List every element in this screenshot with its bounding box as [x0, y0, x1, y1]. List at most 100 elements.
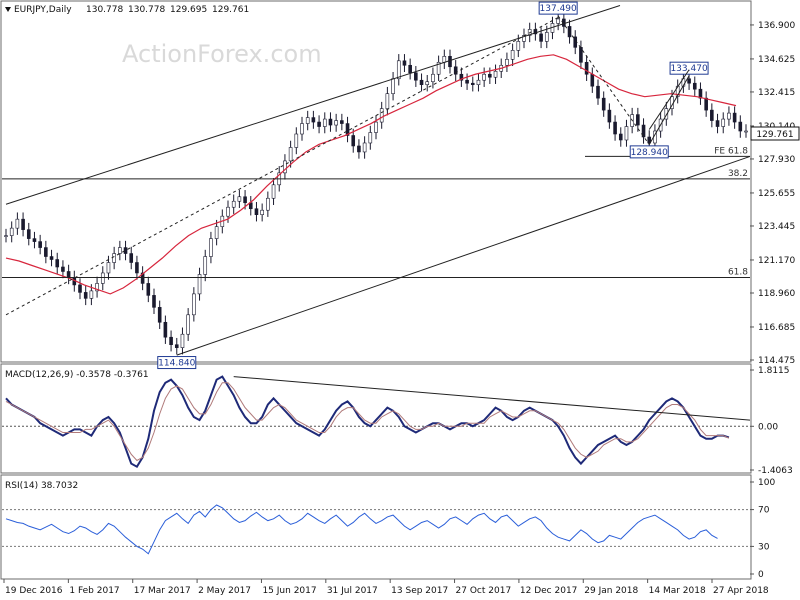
candle-body [322, 118, 327, 127]
candle [254, 201, 259, 222]
candle-body [203, 256, 208, 275]
candle [357, 139, 361, 159]
trend-line [648, 69, 690, 130]
candle-body [83, 292, 88, 299]
candle [396, 54, 401, 86]
candle-body [38, 241, 42, 248]
candle-body [596, 85, 600, 99]
candle [38, 234, 42, 255]
candle-body [226, 206, 230, 217]
candle [744, 124, 748, 138]
candle [698, 82, 703, 105]
open-value: 130.778 [86, 5, 123, 15]
candle-body [163, 321, 168, 338]
candle-body [448, 56, 452, 68]
candle [607, 103, 612, 129]
candle [374, 115, 378, 140]
candle-body [368, 132, 373, 144]
candle-body [288, 147, 293, 162]
moving-average-line [5, 54, 737, 295]
candle-body [732, 112, 737, 123]
candle-body [44, 247, 48, 257]
x-tick-label: 27 Apr 2018 [713, 586, 769, 596]
candle-body [402, 60, 407, 66]
candle-body [470, 82, 475, 86]
candle-body [345, 123, 350, 136]
candle-body [391, 78, 395, 94]
candle [209, 231, 213, 264]
candle-body [482, 73, 486, 81]
candle [636, 107, 640, 132]
rsi-y-tick-label: 70 [758, 506, 770, 516]
candle-body [152, 295, 156, 308]
macd-y-tick-label: 1.8115 [758, 366, 790, 376]
candle-body [78, 284, 82, 293]
candle [368, 125, 373, 150]
candle [283, 154, 287, 180]
candle [55, 252, 60, 274]
candle-body [431, 73, 435, 83]
candle-body [317, 121, 321, 127]
rsi-panel [0, 474, 752, 580]
candle [169, 330, 173, 352]
candle [192, 287, 196, 322]
candle-body [419, 79, 424, 86]
candle [687, 72, 691, 90]
macd-plot [2, 375, 751, 469]
candle-body [607, 109, 612, 123]
candle-body [192, 293, 196, 316]
candle [311, 110, 316, 129]
candle [453, 60, 458, 81]
candle-body [180, 333, 185, 348]
candle [4, 228, 8, 243]
candle [664, 101, 669, 126]
macd-y-tick-label: 0.00 [758, 422, 778, 432]
price-header: EURJPY,Daily 130.778 130.778 129.695 129… [5, 5, 249, 15]
macd-y-tick-label: -1.4063 [758, 466, 793, 476]
price-y-tick-label: 132.415 [758, 88, 795, 98]
candle [129, 246, 134, 270]
candle [334, 113, 338, 132]
candle-body [271, 184, 276, 199]
candle [266, 191, 270, 217]
candle-body [556, 18, 560, 24]
candle-body [584, 61, 589, 75]
candle-body [647, 136, 652, 144]
candle [431, 67, 435, 89]
current-price-tag: 129.761 [750, 126, 800, 141]
candle [482, 67, 486, 87]
candle [197, 267, 202, 301]
swing-label: 133.470 [669, 61, 709, 75]
candle [260, 203, 264, 222]
candle [345, 116, 350, 143]
candle [618, 127, 623, 147]
candle-body [664, 108, 669, 120]
price-plot: FE 61.8 38.2 61.8 114.840 137.490 128.940 133.… [2, 1, 751, 370]
candle-body [135, 262, 139, 274]
candle-body [396, 60, 401, 80]
swing-label-box [629, 145, 669, 159]
candle [414, 66, 418, 87]
candle-body [9, 227, 14, 236]
candle-body [692, 82, 697, 90]
candle-body [601, 97, 606, 111]
candle [732, 106, 737, 129]
candle-body [186, 314, 190, 335]
candle-body [174, 344, 179, 348]
x-tick-label: 29 Jan 2018 [584, 586, 638, 596]
candle-body [704, 97, 708, 111]
high-value: 130.778 [128, 5, 165, 15]
candle-body [243, 196, 247, 204]
level-label: FE 61.8 [714, 146, 748, 156]
x-tick-label: 12 Dec 2017 [520, 586, 578, 596]
candle [271, 178, 276, 205]
candle [613, 115, 617, 141]
candle-body [334, 120, 338, 126]
collapse-arrow-icon[interactable] [5, 7, 11, 12]
candle-body [129, 253, 134, 263]
swing-label: 114.840 [157, 356, 197, 370]
candle [15, 212, 20, 235]
trend-line [176, 155, 751, 356]
x-tick-label: 27 Oct 2017 [456, 586, 512, 596]
candle [123, 240, 128, 261]
